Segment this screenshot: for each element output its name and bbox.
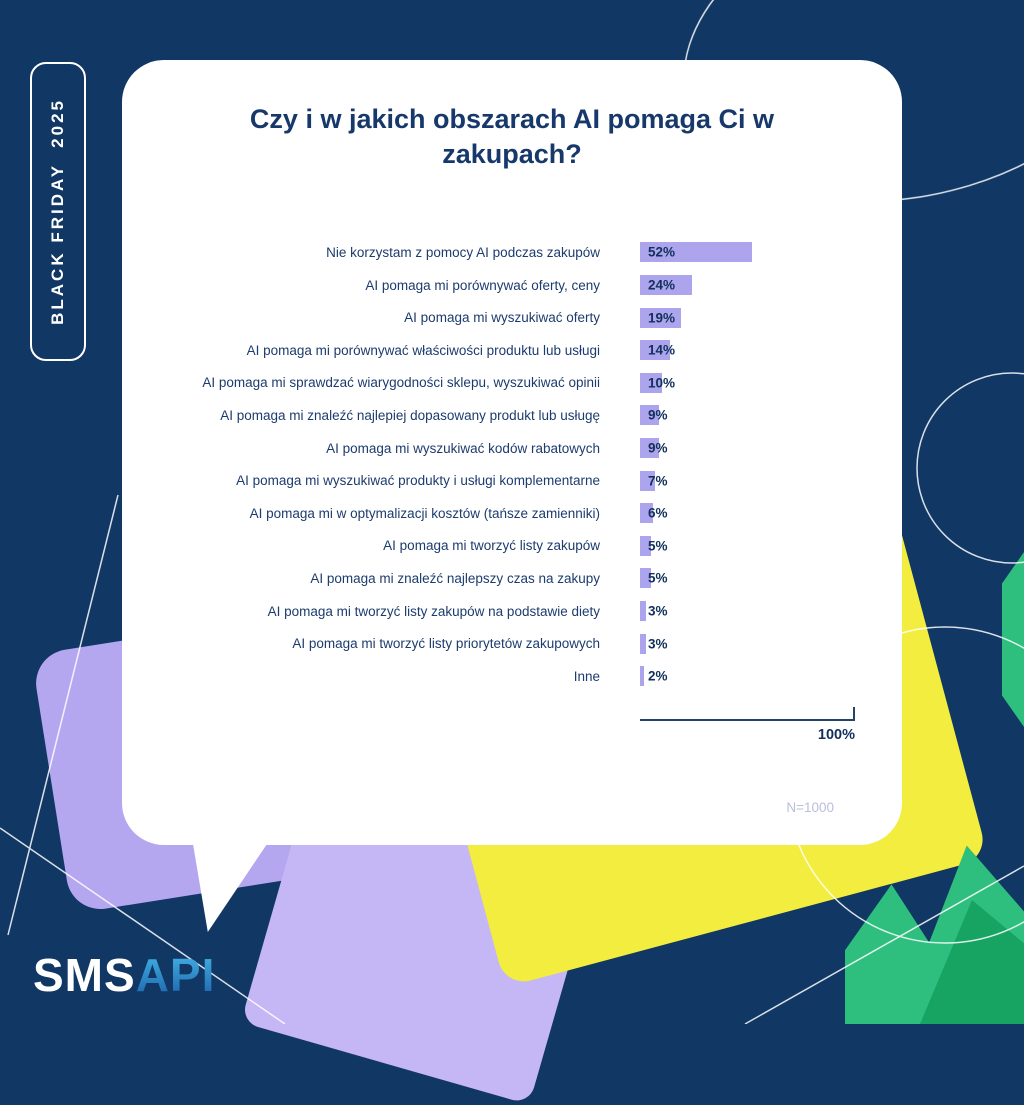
bar-track: 9% bbox=[640, 438, 902, 459]
bar-value-label: 52% bbox=[648, 244, 676, 260]
bar-category-label: AI pomaga mi tworzyć listy priorytetów z… bbox=[292, 636, 600, 652]
bar bbox=[640, 307, 681, 328]
bar-category-label: AI pomaga mi porównywać właściwości prod… bbox=[246, 342, 600, 358]
bar-track: 14% bbox=[640, 340, 902, 361]
bar-value-label: 24% bbox=[648, 277, 676, 293]
bar-track: 52% bbox=[640, 242, 902, 263]
bar-category-label: AI pomaga mi wyszukiwać oferty bbox=[404, 310, 600, 326]
logo-sms-text: SMS bbox=[33, 949, 136, 1001]
axis-max-label: 100% bbox=[817, 726, 855, 743]
bar-category-label: AI pomaga mi wyszukiwać produkty i usług… bbox=[236, 473, 600, 489]
bar bbox=[640, 601, 647, 622]
bar bbox=[640, 438, 660, 459]
bar-row: AI pomaga mi tworzyć listy zakupów na po… bbox=[122, 595, 902, 628]
black-friday-badge: BLACK FRIDAY 2025 bbox=[30, 62, 86, 361]
bar-row: AI pomaga mi wyszukiwać oferty 19% bbox=[122, 301, 902, 334]
logo-api-text: API bbox=[135, 949, 216, 1001]
bar-category-label: AI pomaga mi tworzyć listy zakupów bbox=[383, 538, 600, 554]
bar-category-label: AI pomaga mi znaleźć najlepiej dopasowan… bbox=[220, 407, 600, 423]
bar bbox=[640, 535, 651, 556]
bar-category-label: Nie korzystam z pomocy AI podczas zakupó… bbox=[326, 244, 600, 260]
bar-value-label: 5% bbox=[648, 570, 668, 586]
bar bbox=[640, 503, 653, 524]
bar-value-label: 3% bbox=[648, 603, 668, 619]
bar-category-label: AI pomaga mi znaleźć najlepszy czas na z… bbox=[310, 570, 600, 586]
chart-card: Czy i w jakich obszarach AI pomaga Ci w … bbox=[122, 60, 902, 845]
bar-value-label: 19% bbox=[648, 310, 676, 326]
bar bbox=[640, 666, 645, 687]
bar-value-label: 9% bbox=[648, 440, 668, 456]
bar-category-label: AI pomaga mi tworzyć listy zakupów na po… bbox=[267, 603, 600, 619]
bar bbox=[640, 275, 692, 296]
bar-category-label: AI pomaga mi sprawdzać wiarygodności skl… bbox=[202, 375, 600, 391]
bar-row: AI pomaga mi znaleźć najlepszy czas na z… bbox=[122, 562, 902, 595]
decor-green-triangle bbox=[1002, 552, 1024, 727]
bar-value-label: 14% bbox=[648, 342, 676, 358]
bar bbox=[640, 242, 752, 263]
bar-track: 3% bbox=[640, 601, 902, 622]
bar-track: 3% bbox=[640, 633, 902, 654]
bar-track: 6% bbox=[640, 503, 902, 524]
sample-size-note: N=1000 bbox=[786, 800, 834, 815]
bar bbox=[640, 470, 656, 491]
bar-value-label: 5% bbox=[648, 538, 668, 554]
bar-value-label: 7% bbox=[648, 473, 668, 489]
bar-row: AI pomaga mi porównywać właściwości prod… bbox=[122, 334, 902, 367]
bar bbox=[640, 633, 647, 654]
bar-value-label: 9% bbox=[648, 407, 668, 423]
bar-row: AI pomaga mi tworzyć listy zakupów 5% bbox=[122, 530, 902, 563]
bar-category-label: Inne bbox=[573, 668, 600, 684]
bar-category-label: AI pomaga mi wyszukiwać kodów rabatowych bbox=[326, 440, 600, 456]
bar-row: AI pomaga mi wyszukiwać produkty i usług… bbox=[122, 464, 902, 497]
black-friday-badge-label: BLACK FRIDAY 2025 bbox=[48, 98, 67, 325]
bar-track: 19% bbox=[640, 307, 902, 328]
bar-category-label: AI pomaga mi porównywać oferty, ceny bbox=[365, 277, 600, 293]
bar-track: 5% bbox=[640, 535, 902, 556]
smsapi-logo: SMSAPI bbox=[33, 948, 215, 1002]
bar-row: AI pomaga mi w optymalizacji kosztów (ta… bbox=[122, 497, 902, 530]
bar-track: 2% bbox=[640, 666, 902, 687]
bar bbox=[640, 405, 660, 426]
bar-track: 9% bbox=[640, 405, 902, 426]
bar-row: Inne 2% bbox=[122, 660, 902, 693]
bar-category-label: AI pomaga mi w optymalizacji kosztów (ta… bbox=[249, 505, 600, 521]
bar-row: Nie korzystam z pomocy AI podczas zakupó… bbox=[122, 236, 902, 269]
bar-row: AI pomaga mi wyszukiwać kodów rabatowych… bbox=[122, 432, 902, 465]
bar-row: AI pomaga mi tworzyć listy priorytetów z… bbox=[122, 627, 902, 660]
bar bbox=[640, 340, 671, 361]
bar-track: 7% bbox=[640, 470, 902, 491]
bar-track: 24% bbox=[640, 275, 902, 296]
bar-value-label: 6% bbox=[648, 505, 668, 521]
bar-row: AI pomaga mi sprawdzać wiarygodności skl… bbox=[122, 367, 902, 400]
x-axis bbox=[640, 706, 855, 721]
bar-value-label: 2% bbox=[648, 668, 668, 684]
bar-row: AI pomaga mi porównywać oferty, ceny 24% bbox=[122, 269, 902, 302]
bar-value-label: 10% bbox=[648, 375, 676, 391]
bar-row: AI pomaga mi znaleźć najlepiej dopasowan… bbox=[122, 399, 902, 432]
bar-track: 5% bbox=[640, 568, 902, 589]
bar-track: 10% bbox=[640, 372, 902, 393]
speech-bubble-tail bbox=[193, 844, 267, 932]
bar bbox=[640, 372, 662, 393]
bar-value-label: 3% bbox=[648, 636, 668, 652]
bar bbox=[640, 568, 651, 589]
bar-chart: Nie korzystam z pomocy AI podczas zakupó… bbox=[122, 236, 902, 692]
chart-title: Czy i w jakich obszarach AI pomaga Ci w … bbox=[249, 104, 775, 170]
